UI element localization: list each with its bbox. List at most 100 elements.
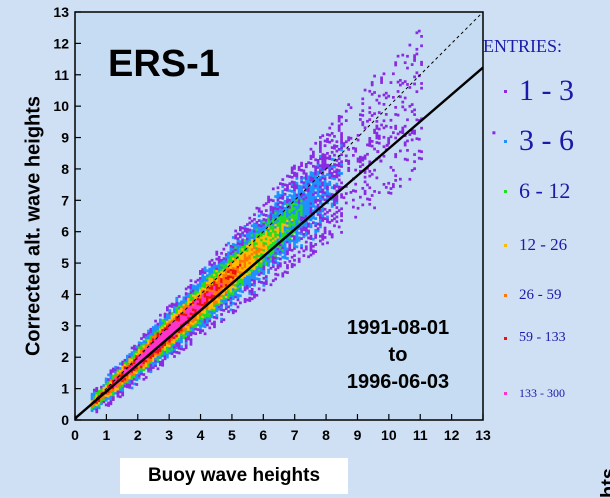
density-cell bbox=[302, 195, 306, 199]
density-cell bbox=[220, 296, 223, 300]
density-cell bbox=[234, 276, 238, 280]
density-cell bbox=[271, 211, 275, 214]
density-cell bbox=[234, 236, 238, 240]
density-cell bbox=[142, 368, 146, 372]
density-cell bbox=[182, 331, 186, 335]
density-cell bbox=[126, 380, 129, 384]
density-cell bbox=[269, 215, 273, 218]
density-cell bbox=[144, 336, 148, 339]
density-cell bbox=[330, 146, 334, 149]
density-cell bbox=[213, 264, 216, 267]
density-cell bbox=[413, 113, 416, 116]
density-cell bbox=[154, 343, 157, 346]
density-cell bbox=[208, 277, 212, 280]
density-cell bbox=[354, 147, 358, 151]
density-cell bbox=[203, 323, 207, 326]
density-cell bbox=[166, 325, 169, 328]
density-cell bbox=[177, 311, 181, 315]
density-cell bbox=[114, 368, 117, 372]
density-cell bbox=[90, 406, 94, 410]
density-cell bbox=[253, 250, 256, 254]
density-cell bbox=[144, 366, 148, 370]
density-cell bbox=[109, 371, 113, 375]
density-cell bbox=[340, 132, 343, 135]
density-cell bbox=[255, 223, 259, 227]
density-cell bbox=[248, 278, 252, 281]
density-cell bbox=[194, 297, 198, 300]
density-cell bbox=[316, 180, 320, 183]
density-cell bbox=[279, 219, 282, 223]
density-cell bbox=[326, 163, 329, 167]
density-cell bbox=[248, 256, 252, 260]
density-cell bbox=[307, 194, 310, 197]
density-cell bbox=[340, 148, 343, 152]
density-cell bbox=[182, 303, 186, 307]
density-cell bbox=[175, 320, 179, 324]
density-cell bbox=[394, 124, 398, 128]
density-cell bbox=[257, 219, 261, 222]
density-cell bbox=[309, 246, 313, 250]
density-cell bbox=[321, 190, 325, 194]
density-cell bbox=[241, 226, 245, 230]
density-cell bbox=[281, 232, 285, 236]
density-cell bbox=[246, 284, 249, 288]
density-cell bbox=[208, 274, 212, 278]
density-cell bbox=[217, 258, 221, 262]
density-cell bbox=[314, 141, 318, 145]
density-cell bbox=[227, 291, 230, 295]
density-cell bbox=[403, 157, 407, 161]
density-cell bbox=[168, 332, 172, 336]
density-cell bbox=[222, 261, 226, 265]
density-cell bbox=[375, 131, 379, 135]
density-cell bbox=[349, 106, 353, 110]
density-cell bbox=[140, 344, 143, 348]
density-cell bbox=[309, 154, 313, 158]
density-cell bbox=[274, 277, 278, 281]
density-cell bbox=[333, 146, 336, 150]
density-cell bbox=[309, 253, 313, 257]
density-cell bbox=[330, 176, 334, 180]
density-cell bbox=[274, 254, 278, 257]
density-cell bbox=[363, 175, 367, 179]
density-cell bbox=[281, 211, 285, 214]
density-cell bbox=[135, 366, 139, 370]
density-cell bbox=[309, 234, 313, 238]
density-cell bbox=[300, 230, 303, 233]
density-cell bbox=[274, 221, 278, 224]
density-cell bbox=[166, 339, 169, 342]
x-tick-label: 12 bbox=[444, 427, 460, 443]
density-cell bbox=[142, 354, 146, 358]
density-cell bbox=[187, 314, 190, 317]
density-cell bbox=[286, 257, 289, 260]
density-cell bbox=[271, 213, 275, 217]
density-cell bbox=[208, 272, 212, 276]
density-cell bbox=[130, 374, 134, 378]
density-cell bbox=[337, 171, 341, 175]
density-cell bbox=[194, 318, 198, 321]
density-cell bbox=[149, 353, 153, 357]
density-cell bbox=[239, 240, 242, 244]
density-cell bbox=[271, 227, 275, 231]
density-cell bbox=[140, 372, 143, 376]
density-cell bbox=[276, 202, 280, 206]
density-cell bbox=[283, 240, 287, 243]
density-cell bbox=[114, 365, 117, 369]
density-cell bbox=[354, 168, 358, 172]
density-cell bbox=[300, 178, 303, 182]
density-cell bbox=[370, 140, 374, 143]
density-cell bbox=[173, 341, 176, 344]
density-cell bbox=[159, 346, 162, 350]
density-cell bbox=[323, 226, 327, 230]
density-cell bbox=[189, 333, 193, 337]
density-cell bbox=[279, 182, 282, 186]
density-cell bbox=[323, 182, 327, 185]
density-cell bbox=[149, 360, 153, 364]
density-cell bbox=[286, 195, 289, 199]
density-cell bbox=[191, 305, 195, 309]
density-cell bbox=[163, 326, 167, 330]
density-cell bbox=[199, 324, 202, 327]
density-cell bbox=[229, 280, 233, 283]
density-cell bbox=[137, 353, 141, 356]
density-cell bbox=[137, 346, 141, 349]
density-cell bbox=[394, 63, 398, 67]
